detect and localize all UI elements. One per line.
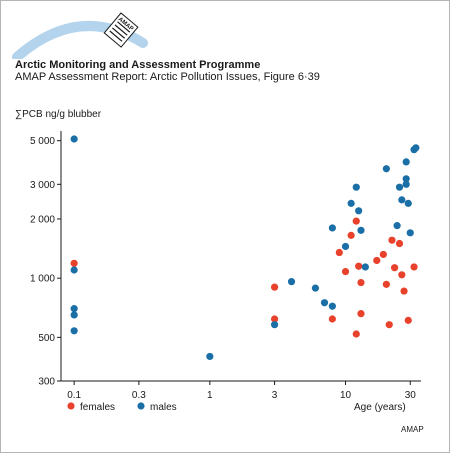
x-axis: 0.1 0.3 1 3 10 30: [61, 380, 421, 401]
legend-label-females: females: [80, 402, 115, 413]
credit-label: AMAP: [401, 425, 424, 434]
x-tick-label: 1: [207, 390, 213, 401]
data-point-males: [70, 266, 78, 274]
data-point-males: [382, 165, 390, 173]
data-point-males: [402, 158, 410, 166]
data-point-males: [347, 199, 355, 207]
data-point-males: [404, 199, 412, 207]
data-point-males: [320, 299, 329, 307]
data-point-males: [206, 352, 214, 361]
data-point-males: [70, 135, 78, 143]
data-point-females: [395, 239, 404, 248]
data-point-males: [70, 327, 78, 335]
data-point-males: [412, 144, 420, 152]
data-point-males: [311, 284, 320, 292]
legend-marker-females: [67, 402, 75, 410]
data-point-males: [270, 321, 279, 329]
amap-logo: AMAP: [12, 12, 148, 59]
data-point-females: [379, 250, 387, 259]
x-tick-label: 0.3: [132, 390, 146, 401]
data-point-males: [70, 311, 78, 319]
data-point-females: [388, 236, 396, 244]
organization-name: Arctic Monitoring and Assessment Program…: [15, 59, 261, 71]
y-axis: 300 500 1 000 2 000 3 000 5 000: [30, 131, 62, 388]
data-point-females: [341, 267, 350, 276]
x-tick-label: 30: [405, 390, 417, 401]
legend-marker-males: [137, 402, 145, 410]
data-point-females: [270, 315, 279, 323]
data-point-females: [385, 321, 393, 329]
data-point-males: [357, 226, 365, 234]
logo-globe-icon: AMAP: [103, 12, 139, 48]
data-point-females: [328, 315, 336, 323]
y-tick-label: 3 000: [30, 180, 55, 191]
x-tick-label: 3: [272, 390, 278, 401]
legend: females males: [67, 402, 177, 413]
data-point-males: [355, 207, 363, 215]
figure-caption: AMAP Assessment Report: Arctic Pollution…: [15, 71, 320, 83]
data-point-males: [70, 305, 78, 313]
data-point-females: [335, 248, 343, 257]
data-point-males: [398, 196, 406, 204]
data-point-females: [347, 231, 355, 239]
data-point-females: [390, 264, 399, 272]
data-point-females: [400, 287, 408, 295]
data-point-females: [398, 271, 406, 279]
x-axis-label: Age (years): [354, 402, 406, 413]
data-point-males: [402, 180, 410, 188]
y-axis-label: ∑PCB ng/g blubber: [15, 109, 102, 120]
y-tick-label: 5 000: [30, 136, 55, 147]
y-tick-label: 2 000: [30, 214, 55, 225]
data-point-females: [355, 262, 363, 270]
data-point-males: [352, 183, 360, 191]
data-point-females: [373, 256, 381, 265]
data-point-females: [382, 280, 390, 288]
data-point-females: [357, 278, 365, 287]
data-point-males: [328, 302, 336, 310]
x-tick-label: 0.1: [67, 390, 81, 401]
data-points: [70, 135, 420, 361]
data-point-females: [357, 310, 365, 318]
y-tick-label: 1 000: [30, 274, 55, 285]
data-point-males: [361, 263, 369, 271]
data-point-females: [352, 330, 360, 338]
data-point-males: [395, 183, 404, 191]
y-tick-label: 500: [38, 333, 55, 344]
data-point-females: [352, 217, 360, 225]
data-point-males: [341, 242, 350, 251]
data-point-males: [287, 278, 296, 286]
data-point-males: [406, 229, 414, 237]
x-tick-label: 10: [340, 390, 352, 401]
data-point-females: [410, 263, 418, 271]
data-point-females: [404, 316, 412, 324]
data-point-males: [328, 224, 336, 232]
y-tick-label: 300: [38, 377, 55, 388]
data-point-males: [402, 175, 410, 183]
legend-label-males: males: [150, 402, 177, 413]
data-point-females: [70, 259, 78, 267]
data-point-females: [270, 283, 279, 291]
data-point-males: [393, 222, 401, 230]
